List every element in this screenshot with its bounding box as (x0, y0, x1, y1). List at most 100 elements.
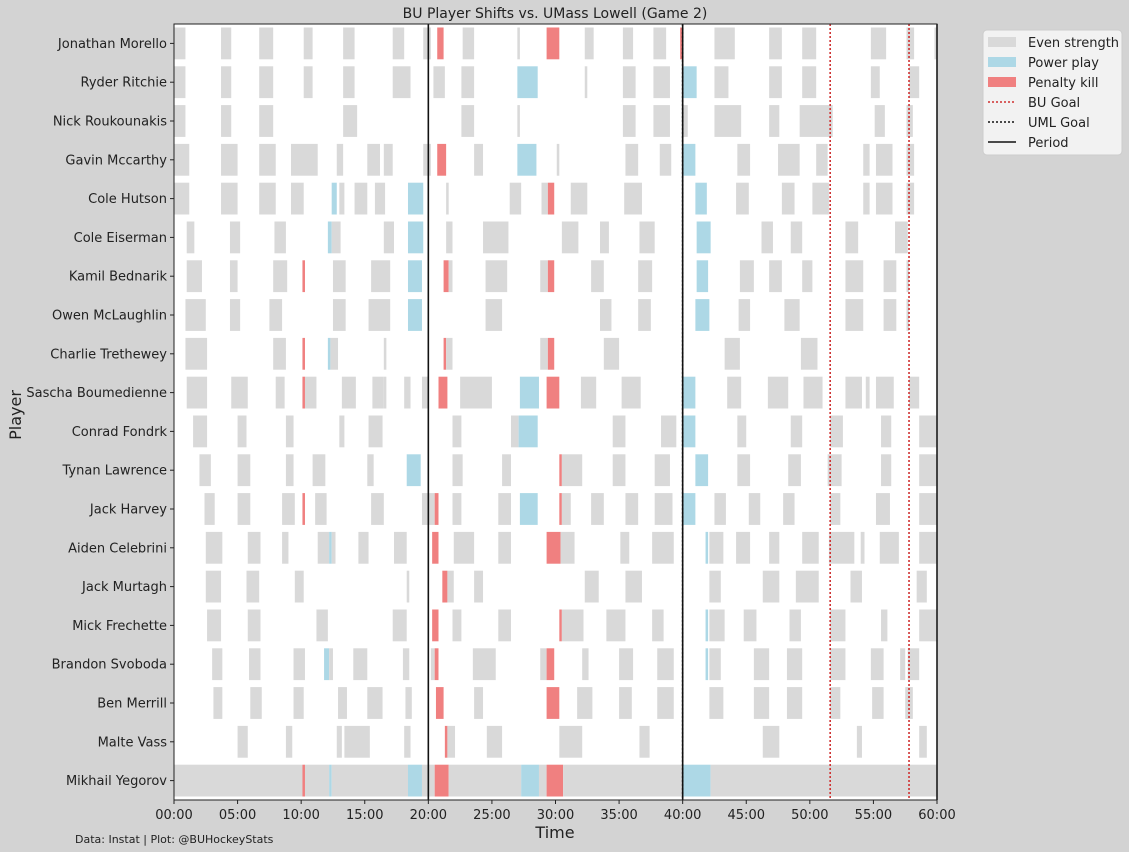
shift-bar-pk (559, 493, 562, 525)
shift-bar-even (584, 66, 588, 99)
shift-bar-even (639, 725, 650, 758)
shift-bar-even (330, 337, 339, 370)
shift-bar-even (193, 415, 208, 448)
shift-bar-even (290, 143, 318, 176)
shift-bar-pp (407, 764, 422, 797)
shift-bar-even (293, 648, 305, 681)
shift-bar-even (781, 182, 795, 215)
shift-bar-even (714, 493, 726, 525)
player-row (193, 415, 937, 448)
shift-bar-even (433, 66, 445, 99)
shift-bar-even (474, 570, 484, 603)
shift-bar-even (906, 299, 910, 331)
shift-bar-even (502, 454, 511, 487)
shift-bar-even (584, 27, 594, 60)
shift-bar-even (383, 221, 394, 254)
shift-bar-even (446, 221, 453, 254)
shift-bar-even (790, 221, 803, 254)
shift-bar-pk (559, 609, 562, 642)
player-label: Aiden Celebrini (68, 541, 167, 556)
x-tick-label: 10:00 (282, 808, 319, 823)
shift-bar-pp (682, 66, 697, 99)
shift-bar-even (285, 725, 293, 758)
shift-bar-even (404, 725, 411, 758)
player-row (186, 376, 920, 409)
shift-bar-even (213, 687, 223, 719)
shift-bar-even (249, 648, 261, 681)
shift-bar-even (784, 299, 800, 331)
x-tick-label: 30:00 (537, 808, 574, 823)
shift-bar-even (383, 376, 387, 409)
shift-bar-even (448, 764, 522, 797)
shift-bar-even (212, 648, 223, 681)
shift-bar-even (186, 260, 202, 293)
shift-bar-even (509, 182, 522, 215)
player-row (174, 764, 937, 797)
shift-bar-even (332, 260, 346, 293)
shift-bar-even (802, 27, 817, 60)
shift-bar-even (619, 687, 632, 719)
shift-bar-even (906, 27, 915, 60)
shift-bar-even (259, 66, 274, 99)
shift-bar-pk (437, 27, 444, 60)
shift-bar-even (652, 531, 674, 564)
shift-bar-even (229, 221, 241, 254)
shift-bar-even (653, 105, 670, 137)
shift-bar-even (653, 27, 667, 60)
shift-bar-even (863, 182, 870, 215)
x-tick-label: 55:00 (855, 808, 892, 823)
shift-bar-even (259, 143, 276, 176)
shift-bar-even (341, 376, 356, 409)
shift-bar-even (329, 648, 333, 681)
shift-bar-even (231, 376, 248, 409)
shift-bar-even (875, 493, 890, 525)
shift-bar-even (799, 105, 833, 137)
shift-bar-even (795, 570, 819, 603)
shift-bar-even (556, 143, 560, 176)
shift-bar-even (405, 687, 412, 719)
shift-bar-even (312, 454, 326, 487)
shift-bar-even (461, 66, 475, 99)
shift-bar-even (802, 531, 819, 564)
shift-bar-even (331, 764, 408, 797)
shift-bar-even (174, 182, 190, 215)
shift-bar-pk (302, 493, 305, 525)
shift-bar-even (724, 337, 740, 370)
player-label: Gavin Mccarthy (65, 153, 167, 168)
player-label: Jack Murtagh (81, 580, 167, 595)
shift-bar-even (452, 415, 462, 448)
shift-bar-even (612, 454, 626, 487)
shift-bar-pp (517, 66, 538, 99)
legend-label: Power play (1028, 56, 1099, 71)
shift-bar-even (657, 687, 674, 719)
shift-bar-even (353, 648, 368, 681)
credit-text: Data: Instat | Plot: @BUHockeyStats (75, 833, 274, 846)
shift-bar-even (368, 415, 383, 448)
shift-bar-even (748, 493, 761, 525)
shift-bar-even (736, 182, 749, 215)
shift-bar-even (474, 143, 484, 176)
shift-bar-pp (407, 182, 424, 215)
shift-bar-even (659, 143, 672, 176)
x-tick-label: 50:00 (791, 808, 828, 823)
x-tick-label: 40:00 (664, 808, 701, 823)
shift-bar-even (174, 105, 186, 137)
plot-area (174, 24, 937, 800)
shift-bar-even (769, 260, 782, 293)
shift-bar-even (845, 221, 859, 254)
shift-bar-even (540, 648, 547, 681)
event-lines (427, 24, 938, 800)
shift-bar-even (919, 609, 937, 642)
shift-bar-even (392, 66, 411, 99)
shift-bar-even (259, 27, 274, 60)
shift-bar-pp (682, 764, 711, 797)
shift-bar-pp (695, 182, 707, 215)
shift-bar-even (812, 182, 829, 215)
shift-bar-even (580, 376, 597, 409)
player-row (212, 648, 920, 681)
player-row (213, 687, 913, 719)
shift-bar-pk (547, 260, 555, 293)
shift-bar-pk (437, 143, 447, 176)
shift-bar-even (816, 143, 828, 176)
x-tick-label: 15:00 (346, 808, 383, 823)
